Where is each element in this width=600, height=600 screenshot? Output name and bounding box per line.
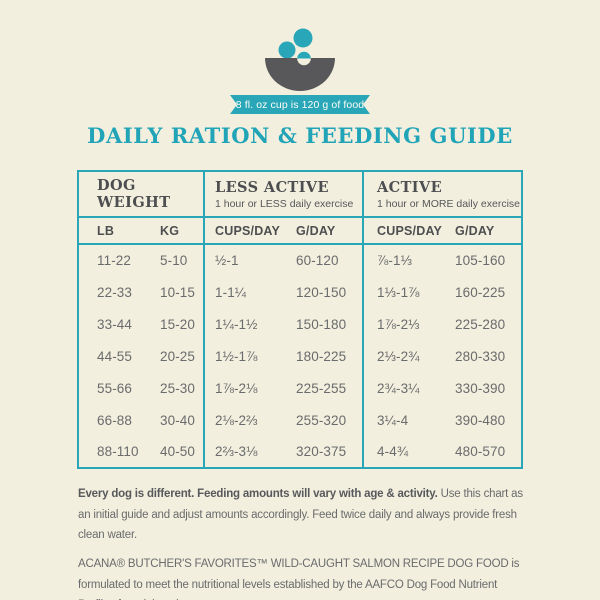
cell-cups-active: ⅞-1⅓: [377, 253, 412, 268]
cell-cups-active: 1⅓-1⅞: [377, 284, 420, 300]
group-active: ACTIVE 1 hour or MORE daily exercise: [363, 171, 523, 218]
table-row: 88-110 40-50 2⅔-3⅛ 320-375 4-4¾ 480-570: [78, 436, 522, 468]
cell-grams-active: 105-160: [455, 253, 506, 268]
cell-cups-less-active: 2⅛-2⅔: [215, 412, 258, 428]
table-subheader-row: LB KG CUPS/DAY G/DAY CUPS/DAY G/DAY: [78, 217, 523, 245]
feeding-note-regular: Use this chart as an initial guide and a…: [78, 488, 523, 542]
cell-cups-less-active: 1½-1⅞: [215, 348, 258, 364]
cell-cups-active: 2⅓-2¾: [377, 348, 420, 364]
cell-cups-active: 4-4¾: [377, 444, 409, 459]
cell-lb: 22-33: [97, 284, 133, 300]
cell-lb: 33-44: [97, 316, 133, 332]
cell-cups-active: 2¾-3¼: [377, 380, 420, 396]
column-header-cups-less: CUPS/DAY: [204, 217, 294, 245]
cell-grams-active: 280-330: [455, 348, 506, 364]
column-header-lb: LB: [78, 217, 158, 245]
cell-grams-less-active: 180-225: [294, 340, 365, 372]
table-row: 66-88 30-40 2⅛-2⅔ 255-320 3¼-4 390-480: [78, 404, 522, 436]
cell-grams-less-active: 120-150: [294, 276, 365, 308]
group-less-active: LESS ACTIVE 1 hour or LESS daily exercis…: [204, 171, 365, 218]
table-row: 55-66 25-30 1⅞-2⅛ 225-255 2¾-3¼ 330-390: [78, 372, 522, 404]
cup-measure-text: 8 fl. oz cup is 120 g of food: [235, 98, 365, 111]
cell-cups-active: 3¼-4: [377, 412, 409, 428]
cell-grams-active: 480-570: [455, 444, 506, 459]
cell-lb: 88-110: [97, 444, 139, 459]
cell-kg: 40-50: [158, 436, 205, 468]
column-header-g-active: G/DAY: [453, 217, 523, 245]
column-header-g-less: G/DAY: [294, 217, 365, 245]
cell-cups-less-active: 1¼-1½: [215, 316, 258, 332]
feeding-table-body: 11-22 5-10 ½-1 60-120 ⅞-1⅓ 105-160 22-33…: [78, 244, 522, 468]
column-header-kg: KG: [158, 217, 205, 245]
cell-grams-active: 160-225: [455, 284, 506, 300]
feeding-note-bold: Every dog is different. Feeding amounts …: [78, 488, 438, 500]
cell-lb: 66-88: [97, 412, 133, 428]
group-dog-weight: DOG WEIGHT: [78, 171, 205, 218]
table-row: 11-22 5-10 ½-1 60-120 ⅞-1⅓ 105-160: [78, 244, 522, 276]
feeding-table: DOG WEIGHT LESS ACTIVE 1 hour or LESS da…: [77, 170, 524, 469]
cell-grams-less-active: 320-375: [294, 436, 365, 468]
dog-bowl-icon: [265, 28, 335, 91]
page-title: DAILY RATION & FEEDING GUIDE: [87, 123, 513, 148]
bowl-graphic: [240, 25, 360, 95]
table-row: 33-44 15-20 1¼-1½ 150-180 1⅞-2⅓ 225-280: [78, 308, 522, 340]
cell-kg: 5-10: [158, 244, 205, 276]
cell-grams-less-active: 150-180: [294, 308, 365, 340]
group-subtitle-active: 1 hour or MORE daily exercise: [377, 198, 520, 211]
feeding-note: Every dog is different. Feeding amounts …: [78, 484, 530, 546]
cup-measure-ribbon: 8 fl. oz cup is 120 g of food: [230, 95, 370, 114]
bowl-shape: [265, 58, 335, 91]
group-title-less-active: LESS ACTIVE: [215, 178, 329, 196]
cell-grams-active: 330-390: [455, 380, 506, 396]
cell-kg: 20-25: [158, 340, 205, 372]
cell-kg: 25-30: [158, 372, 205, 404]
cell-cups-less-active: 1-1¼: [215, 284, 247, 300]
group-subtitle-less-active: 1 hour or LESS daily exercise: [215, 198, 354, 211]
cell-grams-active: 390-480: [455, 412, 506, 428]
cell-kg: 30-40: [158, 404, 205, 436]
cell-lb: 11-22: [97, 253, 132, 268]
cell-cups-active: 1⅞-2⅓: [377, 316, 420, 332]
table-row: 44-55 20-25 1½-1⅞ 180-225 2⅓-2¾ 280-330: [78, 340, 522, 372]
kibble-dot-icon: [297, 51, 311, 59]
cell-grams-less-active: 255-320: [294, 404, 365, 436]
cell-grams-active: 225-280: [455, 316, 506, 332]
table-group-header-row: DOG WEIGHT LESS ACTIVE 1 hour or LESS da…: [78, 171, 523, 218]
cell-kg: 10-15: [158, 276, 205, 308]
column-header-cups-active: CUPS/DAY: [363, 217, 454, 245]
cell-kg: 15-20: [158, 308, 205, 340]
group-title-active: ACTIVE: [377, 178, 443, 196]
cell-grams-less-active: 60-120: [294, 244, 365, 276]
cell-grams-less-active: 225-255: [294, 372, 365, 404]
table-row: 22-33 10-15 1-1¼ 120-150 1⅓-1⅞ 160-225: [78, 276, 522, 308]
group-title-dog-weight: DOG WEIGHT: [97, 177, 171, 211]
cell-lb: 44-55: [97, 348, 133, 364]
aafco-statement: ACANA® BUTCHER'S FAVORITES™ WILD-CAUGHT …: [78, 558, 520, 600]
cell-lb: 55-66: [97, 380, 133, 396]
cell-cups-less-active: ½-1: [215, 253, 239, 268]
kibble-dot-icon: [293, 28, 313, 48]
footer-notes: Every dog is different. Feeding amounts …: [78, 484, 530, 600]
cell-cups-less-active: 2⅔-3⅛: [215, 444, 258, 459]
cell-cups-less-active: 1⅞-2⅛: [215, 380, 258, 396]
kibble-dot-icon: [278, 41, 296, 59]
